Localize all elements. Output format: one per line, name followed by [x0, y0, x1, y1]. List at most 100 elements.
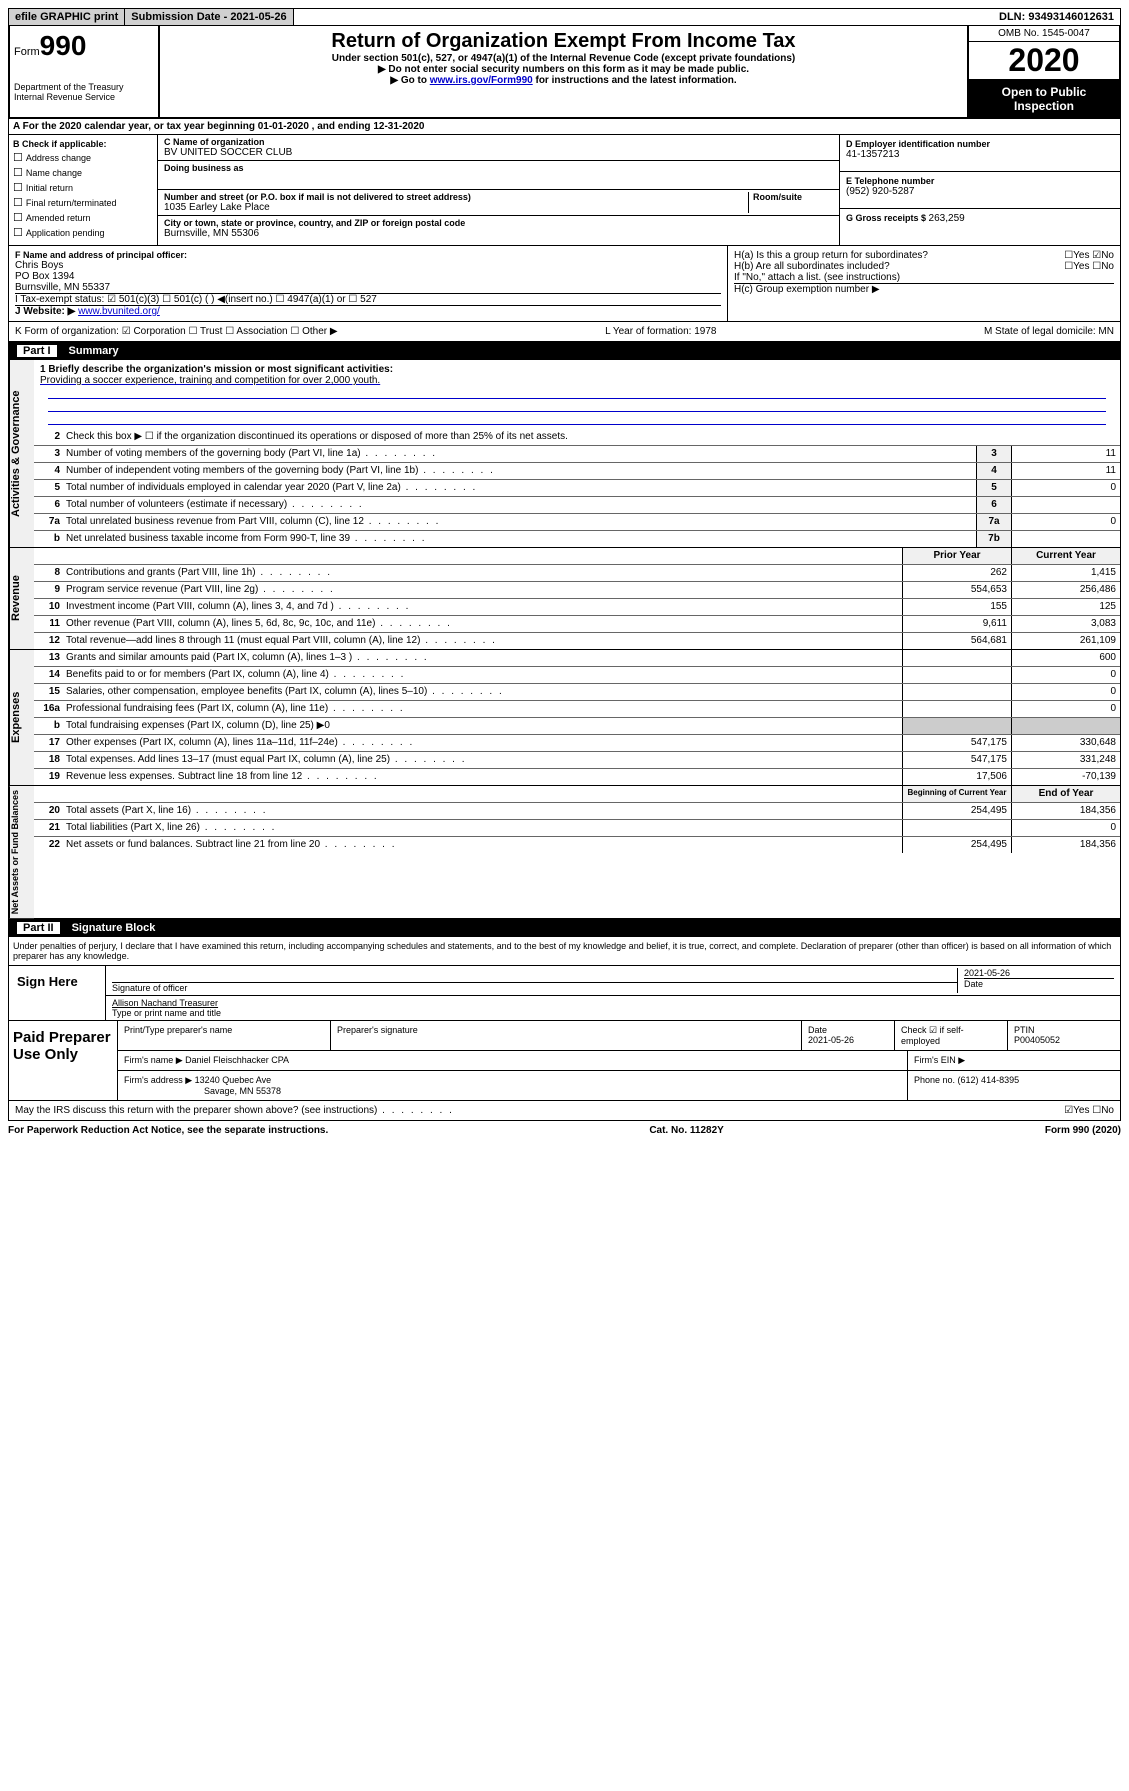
vtab-governance: Activities & Governance — [9, 360, 34, 547]
l1-label: 1 Briefly describe the organization's mi… — [40, 364, 393, 375]
data-row: bTotal fundraising expenses (Part IX, co… — [34, 718, 1120, 735]
firm-phone-label: Phone no. — [914, 1075, 958, 1085]
firm-name: Daniel Fleischhacker CPA — [185, 1055, 289, 1065]
row-a: A For the 2020 calendar year, or tax yea… — [8, 119, 1121, 135]
goto-pre: Go to — [401, 75, 430, 86]
under-section: Under section 501(c), 527, or 4947(a)(1)… — [164, 53, 963, 64]
data-row: 11Other revenue (Part VIII, column (A), … — [34, 616, 1120, 633]
part1-title: Summary — [69, 345, 119, 357]
officer-name-title: Allison Nachand Treasurer — [112, 998, 1114, 1008]
expenses-section: Expenses 13Grants and similar amounts pa… — [8, 650, 1121, 786]
sig-date: 2021-05-26 — [964, 968, 1114, 979]
footer-mid: Cat. No. 11282Y — [649, 1125, 723, 1136]
addr-label: Number and street (or P.O. box if mail i… — [164, 192, 748, 202]
cb-final[interactable]: Final return/terminated — [13, 196, 153, 209]
l2-text: Check this box ▶ ☐ if the organization d… — [62, 429, 1120, 445]
data-row: 12Total revenue—add lines 8 through 11 (… — [34, 633, 1120, 649]
website-link[interactable]: www.bvunited.org/ — [78, 306, 160, 317]
data-row: 19Revenue less expenses. Subtract line 1… — [34, 769, 1120, 785]
discuss-text: May the IRS discuss this return with the… — [15, 1105, 454, 1116]
prep-date: 2021-05-26 — [808, 1035, 854, 1045]
phone-label: E Telephone number — [846, 176, 1114, 186]
firm-name-label: Firm's name ▶ — [124, 1055, 183, 1065]
ptin-label: PTIN — [1014, 1025, 1035, 1035]
hb-label: H(b) Are all subordinates included? — [734, 261, 890, 272]
gov-row: 7aTotal unrelated business revenue from … — [34, 514, 1120, 531]
addr: 1035 Earley Lake Place — [164, 202, 748, 213]
data-row: 15Salaries, other compensation, employee… — [34, 684, 1120, 701]
inspection-notice: Open to Public Inspection — [969, 81, 1119, 117]
city-label: City or town, state or province, country… — [164, 218, 833, 228]
ein: 41-1357213 — [846, 149, 1114, 160]
submission-date: Submission Date - 2021-05-26 — [125, 9, 293, 25]
goto-note: Go to www.irs.gov/Form990 for instructio… — [164, 75, 963, 86]
row-k: K Form of organization: ☑ Corporation ☐ … — [8, 322, 1121, 342]
room-label: Room/suite — [753, 192, 833, 202]
box-b-title: B Check if applicable: — [13, 139, 153, 149]
sig-date-label: Date — [964, 979, 983, 989]
governance-section: Activities & Governance 1 Briefly descri… — [8, 360, 1121, 548]
prep-name-label: Print/Type preparer's name — [118, 1021, 331, 1050]
begin-year-head: Beginning of Current Year — [902, 786, 1011, 802]
top-bar: efile GRAPHIC print Submission Date - 20… — [8, 8, 1121, 26]
data-row: 10Investment income (Part VIII, column (… — [34, 599, 1120, 616]
part1-header: Part I Summary — [8, 342, 1121, 360]
website-label: J Website: ▶ — [15, 306, 78, 317]
tax-year: 2020 — [969, 42, 1119, 81]
gov-row: 5Total number of individuals employed in… — [34, 480, 1120, 497]
row-i: I Tax-exempt status: ☑ 501(c)(3) ☐ 501(c… — [15, 294, 721, 305]
hb-note: If "No," attach a list. (see instruction… — [734, 272, 1114, 283]
box-b: B Check if applicable: Address change Na… — [9, 135, 158, 245]
part2-title: Signature Block — [72, 922, 156, 934]
boxes-deg: D Employer identification number 41-1357… — [839, 135, 1120, 245]
data-row: 22Net assets or fund balances. Subtract … — [34, 837, 1120, 853]
org-name: BV UNITED SOCCER CLUB — [164, 147, 833, 158]
gov-row: 6Total number of volunteers (estimate if… — [34, 497, 1120, 514]
cb-name[interactable]: Name change — [13, 166, 153, 179]
firm-addr2: Savage, MN 55378 — [204, 1086, 281, 1096]
omb-number: OMB No. 1545-0047 — [969, 26, 1119, 42]
cb-initial[interactable]: Initial return — [13, 181, 153, 194]
part2-label: Part II — [17, 922, 60, 934]
gov-row: 4Number of independent voting members of… — [34, 463, 1120, 480]
ein-label: D Employer identification number — [846, 139, 1114, 149]
self-emp-label: Check ☑ if self-employed — [895, 1021, 1008, 1050]
form-number: 990 — [40, 30, 87, 61]
k-right: M State of legal domicile: MN — [984, 326, 1114, 337]
data-row: 8Contributions and grants (Part VIII, li… — [34, 565, 1120, 582]
vtab-revenue: Revenue — [9, 548, 34, 649]
data-row: 20Total assets (Part X, line 16)254,4951… — [34, 803, 1120, 820]
form-title: Return of Organization Exempt From Incom… — [164, 30, 963, 53]
officer-addr2: Burnsville, MN 55337 — [15, 282, 721, 293]
section-bc: B Check if applicable: Address change Na… — [8, 135, 1121, 246]
prep-date-label: Date — [808, 1025, 827, 1035]
cb-amended[interactable]: Amended return — [13, 211, 153, 224]
city: Burnsville, MN 55306 — [164, 228, 833, 239]
ha-ans: ☐Yes ☑No — [1064, 250, 1114, 261]
name-title-label: Type or print name and title — [112, 1008, 1114, 1018]
footer-right: Form 990 (2020) — [1045, 1125, 1121, 1136]
data-row: 9Program service revenue (Part VIII, lin… — [34, 582, 1120, 599]
firm-ein-label: Firm's EIN ▶ — [908, 1051, 1120, 1070]
efile-button[interactable]: efile GRAPHIC print — [9, 9, 125, 25]
sign-here-label: Sign Here — [9, 966, 106, 1020]
name-label: C Name of organization — [164, 137, 833, 147]
paid-title: Paid Preparer Use Only — [9, 1021, 118, 1100]
irs-link[interactable]: www.irs.gov/Form990 — [430, 75, 533, 86]
cb-address[interactable]: Address change — [13, 151, 153, 164]
netassets-section: Net Assets or Fund Balances Beginning of… — [8, 786, 1121, 919]
k-mid: L Year of formation: 1978 — [605, 326, 716, 337]
officer-addr1: PO Box 1394 — [15, 271, 721, 282]
data-row: 21Total liabilities (Part X, line 26)0 — [34, 820, 1120, 837]
cb-pending[interactable]: Application pending — [13, 226, 153, 239]
box-c: C Name of organization BV UNITED SOCCER … — [158, 135, 839, 245]
gov-row: bNet unrelated business taxable income f… — [34, 531, 1120, 547]
data-row: 16aProfessional fundraising fees (Part I… — [34, 701, 1120, 718]
dln: DLN: 93493146012631 — [993, 9, 1120, 25]
current-year-head: Current Year — [1011, 548, 1120, 564]
hb-ans: ☐Yes ☐No — [1064, 261, 1114, 272]
section-fh: F Name and address of principal officer:… — [8, 246, 1121, 322]
gross-value: 263,259 — [929, 213, 965, 224]
part2-header: Part II Signature Block — [8, 919, 1121, 937]
footer-left: For Paperwork Reduction Act Notice, see … — [8, 1125, 328, 1136]
